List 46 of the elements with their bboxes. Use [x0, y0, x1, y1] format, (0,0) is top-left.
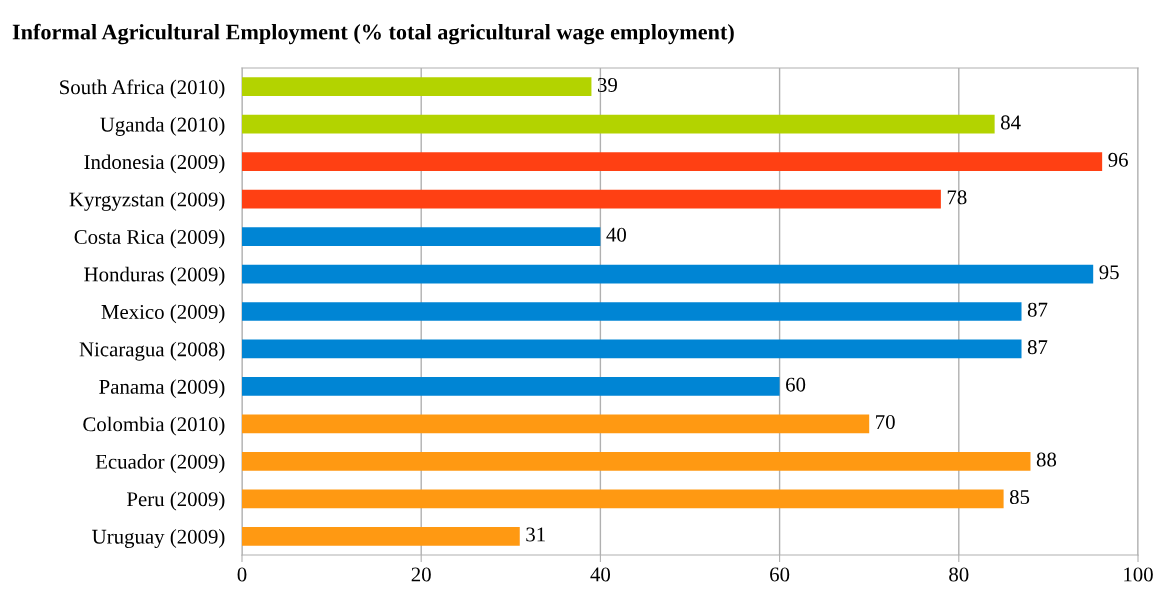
data-label: 40 — [606, 227, 626, 242]
data-label: 96 — [1108, 152, 1128, 167]
bar — [242, 526, 520, 546]
x-tick-label: 0 — [237, 567, 247, 582]
bar — [242, 451, 1031, 471]
data-label: 84 — [1000, 115, 1021, 130]
bar — [242, 189, 941, 209]
y-tick-label: Uganda (2010) — [100, 116, 225, 136]
y-tick-label: Panama (2009) — [99, 379, 225, 399]
y-tick-label: Mexico (2009) — [101, 304, 225, 324]
data-label: 60 — [786, 377, 806, 392]
data-label: 39 — [597, 77, 617, 92]
data-label: 87 — [1027, 302, 1048, 317]
data-label: 70 — [876, 415, 895, 430]
bar — [242, 489, 1004, 509]
bar — [242, 302, 1022, 321]
y-tick-label: Costa Rica (2009) — [74, 229, 225, 249]
data-label: 95 — [1099, 265, 1119, 280]
bar — [242, 339, 1022, 359]
bar — [242, 77, 592, 97]
bar — [242, 264, 1094, 284]
data-label: 85 — [1009, 489, 1030, 505]
x-tick-label: 40 — [590, 567, 611, 582]
x-tick-label: 20 — [411, 567, 431, 582]
bar — [242, 414, 870, 434]
bar — [242, 227, 601, 246]
y-tick-label: Kyrgyzstan (2009) — [69, 191, 225, 211]
y-tick-label: Uruguay (2009) — [92, 529, 225, 548]
y-tick-label: Colombia (2010) — [83, 416, 225, 436]
y-tick-label: Peru (2009) — [127, 491, 225, 511]
data-label: 88 — [1036, 452, 1057, 467]
y-tick-label: Ecuador (2009) — [95, 454, 225, 474]
bar — [242, 377, 780, 396]
y-tick-label: Honduras (2009) — [84, 266, 225, 286]
data-label: 78 — [947, 190, 967, 205]
y-tick-label: South Africa (2010) — [60, 79, 225, 99]
bar — [242, 152, 1103, 172]
chart-title: Informal Agricultural Employment (% total agricultural wage employment) — [12, 23, 734, 45]
y-tick-label: Nicaragua (2008) — [79, 341, 225, 361]
x-tick-label: 100 — [1124, 567, 1153, 582]
bar — [242, 114, 995, 134]
x-tick-label: 60 — [770, 567, 790, 582]
x-tick-label: 80 — [949, 567, 969, 582]
data-label: 87 — [1027, 340, 1048, 355]
y-tick-label: Indonesia (2009) — [84, 154, 225, 174]
data-label: 31 — [526, 527, 545, 542]
